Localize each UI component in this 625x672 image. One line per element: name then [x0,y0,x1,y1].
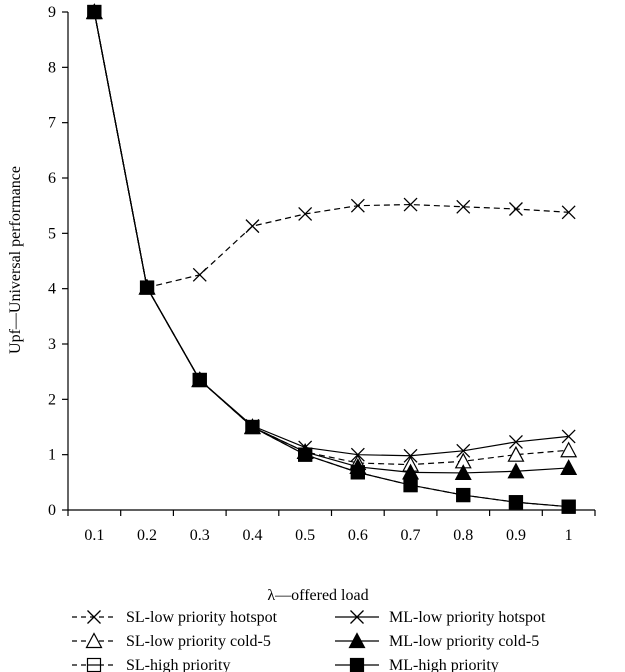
data-point [245,419,260,435]
data-point [403,197,418,212]
data-point [456,443,471,458]
x-tick-label: 1 [565,527,573,544]
data-point [350,465,365,480]
data-point [87,4,102,20]
legend-marker [85,632,103,649]
legend-label: SL-high priority [126,657,230,672]
data-point [508,495,524,510]
data-point [192,267,207,282]
data-point [507,462,525,479]
legend: SL-low priority hotspot SL-low priority c… [72,609,546,672]
x-tick-label: 0.2 [137,527,157,544]
x-tick-label: 0.4 [242,527,262,544]
series-line [93,11,569,457]
y-tick-label: 5 [48,225,56,242]
series-line [93,11,569,508]
series-0 [87,5,576,295]
legend-marker [349,657,365,672]
series-3 [85,3,578,481]
y-tick-label: 1 [48,447,56,464]
x-tick-label: 0.3 [190,527,210,544]
legend-item: ML-low priority cold-5 [335,632,539,650]
legend-marker [348,632,366,649]
legend-label: ML-low priority cold-5 [389,633,539,650]
data-point [456,487,471,503]
data-point [350,198,365,213]
series-line [93,11,569,508]
legend-label: SL-low priority cold-5 [126,633,271,650]
series-5 [87,4,576,514]
legend-item: SL-low priority cold-5 [72,632,271,650]
series-layer [85,3,578,514]
legend-item: SL-low priority hotspot [72,609,278,626]
legend-label: ML-low priority hotspot [389,609,546,626]
data-point [560,441,578,458]
legend-marker [350,610,364,624]
data-point [403,448,418,463]
data-point [561,205,576,220]
y-tick-label: 0 [48,502,56,519]
x-tick-label: 0.8 [453,527,473,544]
series-1 [87,5,576,463]
data-point [560,459,578,476]
y-axis-label: Upf—Universal performance [7,166,24,354]
y-tick-label: 7 [48,115,56,132]
x-tick-label: 0.7 [401,527,421,544]
data-point [192,372,207,388]
data-point [245,219,260,234]
data-point [454,464,472,481]
data-point [508,202,523,216]
axes: 0 1 2 3 4 5 6 7 8 9 0.1 0.2 0.3 0.4 0.5 0.6 0.7 0.8 0.9 1 [48,4,596,544]
y-tick-label: 9 [48,4,56,21]
x-tick-label: 0.9 [506,527,526,544]
data-point [403,478,418,493]
series-line [93,11,569,466]
legend-item: ML-low priority hotspot [335,609,546,626]
legend-label: SL-low priority hotspot [126,609,278,626]
x-axis-label: λ—offered load [267,587,368,604]
legend-item: ML-high priority [335,657,499,672]
legend-item: SL-high priority [72,657,230,672]
x-tick-label: 0.1 [84,527,104,544]
data-point [139,280,155,295]
data-point [561,429,576,444]
y-tick-label: 4 [48,281,56,298]
legend-label: ML-high priority [389,657,499,672]
data-point [298,207,313,221]
data-point [561,499,576,514]
y-tick-label: 6 [48,170,56,187]
series-4 [87,4,576,514]
y-tick-label: 2 [48,391,56,408]
y-tick-label: 8 [48,59,56,76]
x-tick-label: 0.6 [348,527,368,544]
legend-marker [87,610,101,624]
series-line [93,11,569,474]
data-point [508,434,523,449]
series-line [93,11,569,289]
series-2 [85,3,578,472]
data-point [298,447,313,462]
data-point [456,199,471,214]
data-point [507,445,525,462]
y-tick-label: 3 [48,336,56,353]
x-tick-label: 0.5 [295,527,315,544]
